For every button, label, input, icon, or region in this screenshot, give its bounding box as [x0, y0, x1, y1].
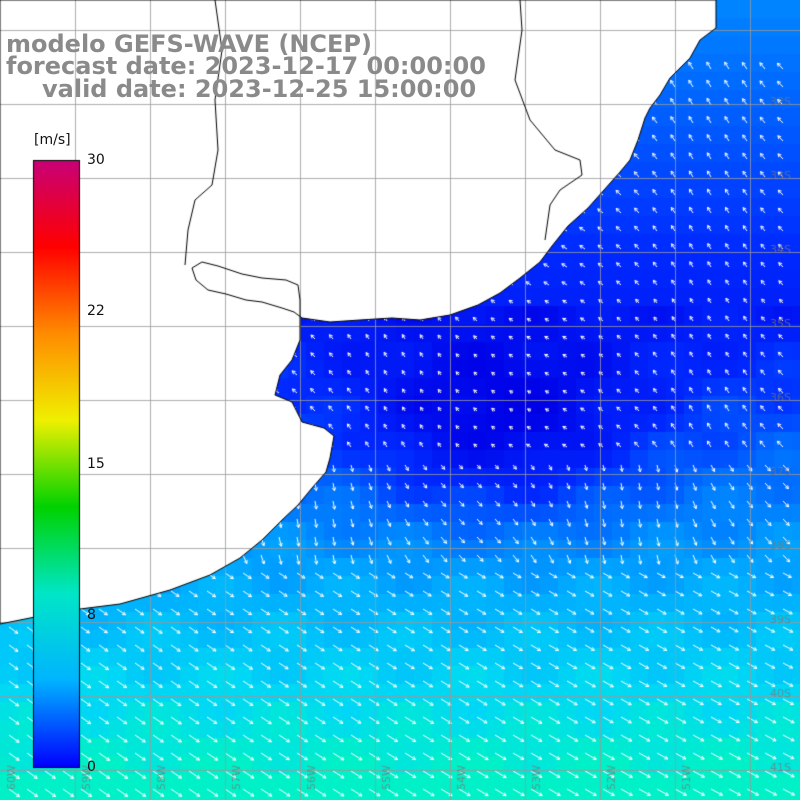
colorbar-tick-22: 22: [87, 303, 105, 319]
colorbar-tick-0: 0: [87, 759, 96, 775]
colorbar-tick-30: 30: [87, 152, 105, 168]
colorbar-unit: [m/s]: [34, 132, 71, 148]
title-valid-date: valid date: 2023-12-25 15:00:00: [42, 75, 477, 103]
colorbar-tick-8: 8: [87, 607, 96, 623]
title-forecast-date: forecast date: 2023-12-17 00:00:00: [6, 52, 486, 80]
title-model: modelo GEFS-WAVE (NCEP): [6, 30, 372, 58]
colorbar-tick-15: 15: [87, 456, 105, 472]
